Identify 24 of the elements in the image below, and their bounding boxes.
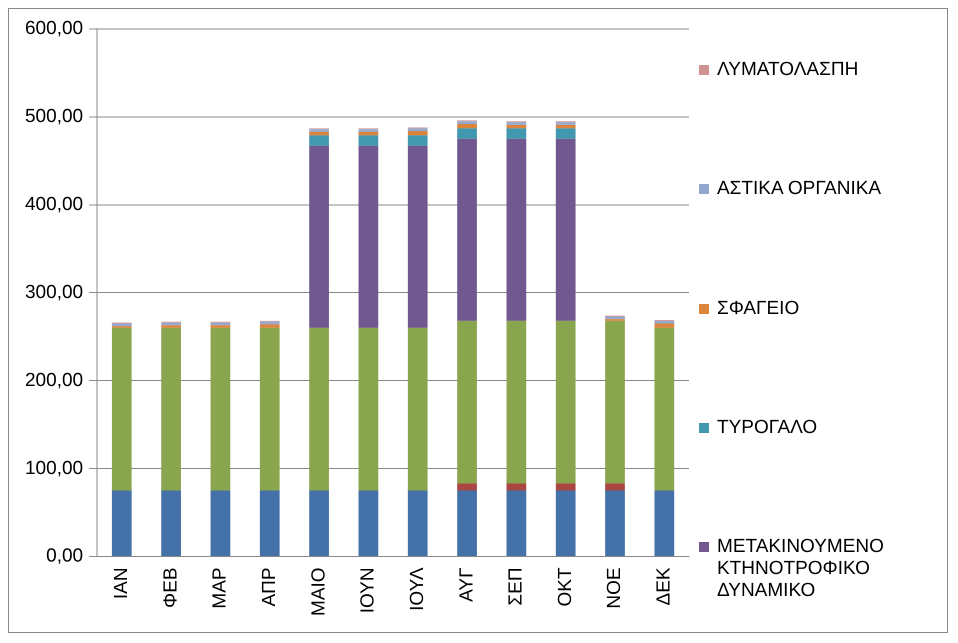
legend-label: ΣΦΑΓΕΙΟ	[717, 298, 800, 320]
y-tick-label: 300,00	[24, 282, 84, 303]
x-tick-label: ΜΑΡ	[210, 567, 231, 609]
y-tick-label: 0,00	[46, 546, 84, 567]
y-tick-label: 500,00	[24, 106, 84, 128]
x-tick-label: ΙΑΝ	[111, 567, 132, 600]
x-tick-label: ΜΑΙΟ	[308, 567, 330, 616]
x-tick-label: ΑΥΓ	[456, 567, 478, 602]
legend-label: ΑΣΤΙΚΑ ΟΡΓΑΝΙΚΑ	[717, 178, 882, 200]
x-tick-label: ΑΠΡ	[258, 567, 280, 607]
x-tick-label: ΙΟΥΝ	[358, 567, 379, 614]
legend-label: ΛΥΜΑΤΟΛΑΣΠΗ	[717, 59, 860, 81]
x-tick-label: ΣΕΠ	[506, 567, 527, 606]
x-tick-label: ΙΟΥΛ	[406, 567, 428, 611]
legend-label: ΜΕΤΑΚΙΝΟΥΜΕΝΟ ΚΤΗΝΟΤΡΟΦΙΚΟ ΔΥΝΑΜΙΚΟ	[717, 536, 885, 602]
x-tick-label: ΟΚΤ	[554, 567, 576, 607]
y-tick-label: 100,00	[24, 458, 84, 479]
x-tick-label: ΦΕΒ	[160, 567, 182, 608]
y-tick-label: 400,00	[24, 194, 84, 216]
y-tick-label: 600,00	[24, 18, 84, 40]
y-tick-label: 200,00	[24, 370, 84, 391]
x-tick-label: ΝΟΕ	[604, 567, 626, 609]
x-tick-label: ΔΕΚ	[654, 567, 675, 606]
legend-label: ΤΥΡΟΓΑΛΟ	[717, 416, 818, 439]
